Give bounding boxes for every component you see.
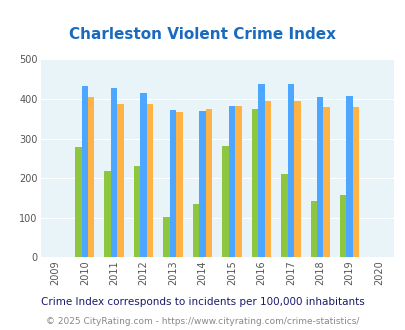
Bar bbox=[199, 111, 205, 257]
Bar bbox=[117, 104, 124, 257]
Bar bbox=[352, 107, 358, 257]
Bar bbox=[192, 204, 199, 257]
Bar bbox=[88, 97, 94, 257]
Bar bbox=[310, 201, 316, 257]
Bar bbox=[222, 146, 228, 257]
Bar bbox=[234, 106, 241, 257]
Text: © 2025 CityRating.com - https://www.cityrating.com/crime-statistics/: © 2025 CityRating.com - https://www.city… bbox=[46, 317, 359, 326]
Bar bbox=[264, 101, 271, 257]
Bar bbox=[345, 96, 352, 257]
Bar bbox=[228, 106, 234, 257]
Bar bbox=[205, 109, 212, 257]
Bar bbox=[104, 171, 111, 257]
Bar bbox=[258, 84, 264, 257]
Bar bbox=[176, 113, 182, 257]
Bar bbox=[293, 101, 300, 257]
Text: Charleston Violent Crime Index: Charleston Violent Crime Index bbox=[69, 27, 336, 42]
Bar bbox=[163, 217, 169, 257]
Bar bbox=[316, 97, 323, 257]
Bar bbox=[251, 109, 258, 257]
Bar bbox=[339, 195, 345, 257]
Bar bbox=[75, 147, 81, 257]
Text: Crime Index corresponds to incidents per 100,000 inhabitants: Crime Index corresponds to incidents per… bbox=[41, 297, 364, 307]
Bar bbox=[81, 86, 88, 257]
Bar bbox=[111, 88, 117, 257]
Bar bbox=[147, 104, 153, 257]
Bar bbox=[140, 93, 147, 257]
Bar bbox=[169, 110, 176, 257]
Bar bbox=[134, 166, 140, 257]
Bar bbox=[280, 174, 287, 257]
Bar bbox=[323, 107, 329, 257]
Bar bbox=[287, 84, 293, 257]
